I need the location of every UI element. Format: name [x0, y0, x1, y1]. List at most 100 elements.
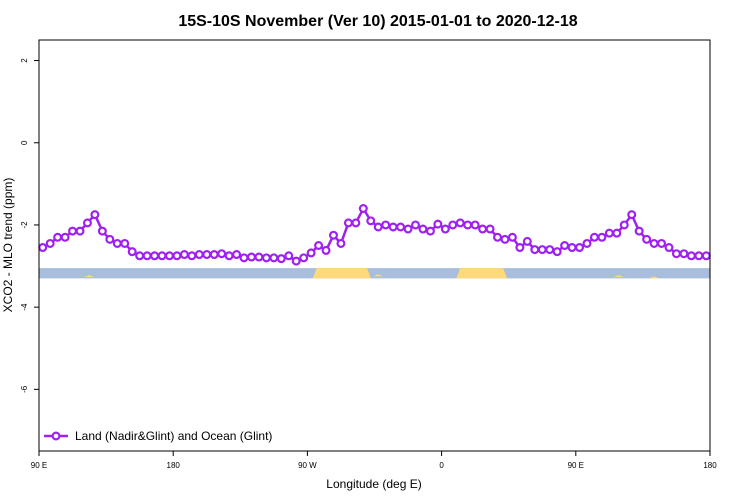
- data-point: [515, 243, 525, 253]
- land-segment-1: [456, 268, 508, 279]
- y-tick-label: -4: [20, 303, 29, 311]
- data-point: [157, 251, 167, 261]
- y-tick-label: 0: [20, 140, 29, 145]
- data-point: [403, 224, 413, 234]
- land-bump-2: [613, 275, 624, 278]
- data-point: [254, 252, 264, 262]
- data-point: [463, 220, 473, 230]
- data-point: [612, 228, 622, 238]
- data-point: [694, 251, 704, 261]
- x-tick-label: 180: [703, 461, 717, 470]
- data-point: [418, 224, 428, 234]
- data-point: [284, 251, 294, 261]
- data-point: [440, 224, 450, 234]
- data-point: [560, 241, 570, 251]
- data-point: [627, 210, 637, 220]
- data-point: [537, 245, 547, 255]
- data-point: [142, 251, 152, 261]
- data-point: [485, 224, 495, 234]
- data-point: [127, 247, 137, 257]
- y-tick-label: 2: [20, 58, 29, 63]
- data-point: [552, 247, 562, 257]
- data-point: [336, 238, 346, 248]
- data-point: [187, 251, 197, 261]
- ocean-band: [39, 268, 710, 279]
- data-point: [291, 256, 301, 266]
- land-bump-1: [373, 274, 384, 277]
- data-point: [217, 249, 227, 259]
- x-tick-label: 90 W: [298, 461, 317, 470]
- data-point: [232, 250, 242, 260]
- data-point: [649, 238, 659, 248]
- y-tick-label: -2: [20, 221, 29, 229]
- data-point: [701, 251, 711, 261]
- data-point: [179, 250, 189, 260]
- legend: Land (Nadir&Glint) and Ocean (Glint): [44, 429, 272, 443]
- data-point: [82, 218, 92, 228]
- x-tick-label: 180: [167, 461, 181, 470]
- y-axis-label: XCO2 - MLO trend (ppm): [1, 178, 15, 313]
- x-tick-label: 90 E: [31, 461, 47, 470]
- series-layer: [38, 204, 711, 266]
- land-bump-0: [84, 275, 95, 278]
- data-point: [425, 226, 435, 236]
- legend-marker: [51, 431, 61, 441]
- data-point: [478, 224, 488, 234]
- data-point: [276, 254, 286, 264]
- data-point: [657, 238, 667, 248]
- data-point: [45, 238, 55, 248]
- data-point: [269, 253, 279, 263]
- data-point: [358, 204, 368, 214]
- x-axis-label: Longitude (deg E): [326, 477, 421, 491]
- chart-title: 15S-10S November (Ver 10) 2015-01-01 to …: [178, 13, 577, 30]
- data-point: [671, 249, 681, 259]
- data-point: [68, 226, 78, 236]
- data-point: [172, 251, 182, 261]
- data-point: [373, 222, 383, 232]
- x-tick-label: 0: [439, 461, 444, 470]
- land-segment-0: [312, 268, 372, 279]
- data-point: [396, 222, 406, 232]
- data-point: [433, 219, 443, 229]
- data-point: [634, 226, 644, 236]
- data-point: [164, 251, 174, 261]
- data-point: [135, 251, 145, 261]
- data-point: [60, 232, 70, 242]
- data-point: [597, 232, 607, 242]
- data-point: [455, 218, 465, 228]
- data-point: [105, 234, 115, 244]
- data-point: [530, 245, 540, 255]
- data-point: [321, 245, 331, 255]
- data-point: [507, 232, 517, 242]
- data-point: [261, 253, 271, 263]
- data-point: [522, 236, 532, 246]
- data-point: [314, 241, 324, 251]
- land-bump-3: [649, 276, 660, 279]
- data-point: [381, 220, 391, 230]
- data-point: [53, 232, 63, 242]
- data-point: [351, 218, 361, 228]
- plot-frame: [38, 39, 711, 452]
- data-point: [90, 210, 100, 220]
- data-point: [299, 253, 309, 263]
- data-point: [545, 245, 555, 255]
- data-point: [343, 218, 353, 228]
- data-point: [500, 234, 510, 244]
- data-point: [388, 222, 398, 232]
- axes: 90 E 180 90 W 0 90 E 180 2 0 -2 -4 -6: [20, 39, 717, 470]
- data-point: [686, 251, 696, 261]
- data-point: [239, 253, 249, 263]
- data-point: [589, 232, 599, 242]
- data-point: [120, 238, 130, 248]
- data-point: [664, 243, 674, 253]
- data-point: [582, 238, 592, 248]
- y-tick-label: -6: [20, 385, 29, 393]
- data-point: [366, 216, 376, 226]
- data-point: [75, 226, 85, 236]
- x-tick-label: 90 E: [568, 461, 584, 470]
- data-point: [97, 226, 107, 236]
- data-point: [619, 220, 629, 230]
- data-point: [194, 250, 204, 260]
- legend-label: Land (Nadir&Glint) and Ocean (Glint): [75, 429, 272, 443]
